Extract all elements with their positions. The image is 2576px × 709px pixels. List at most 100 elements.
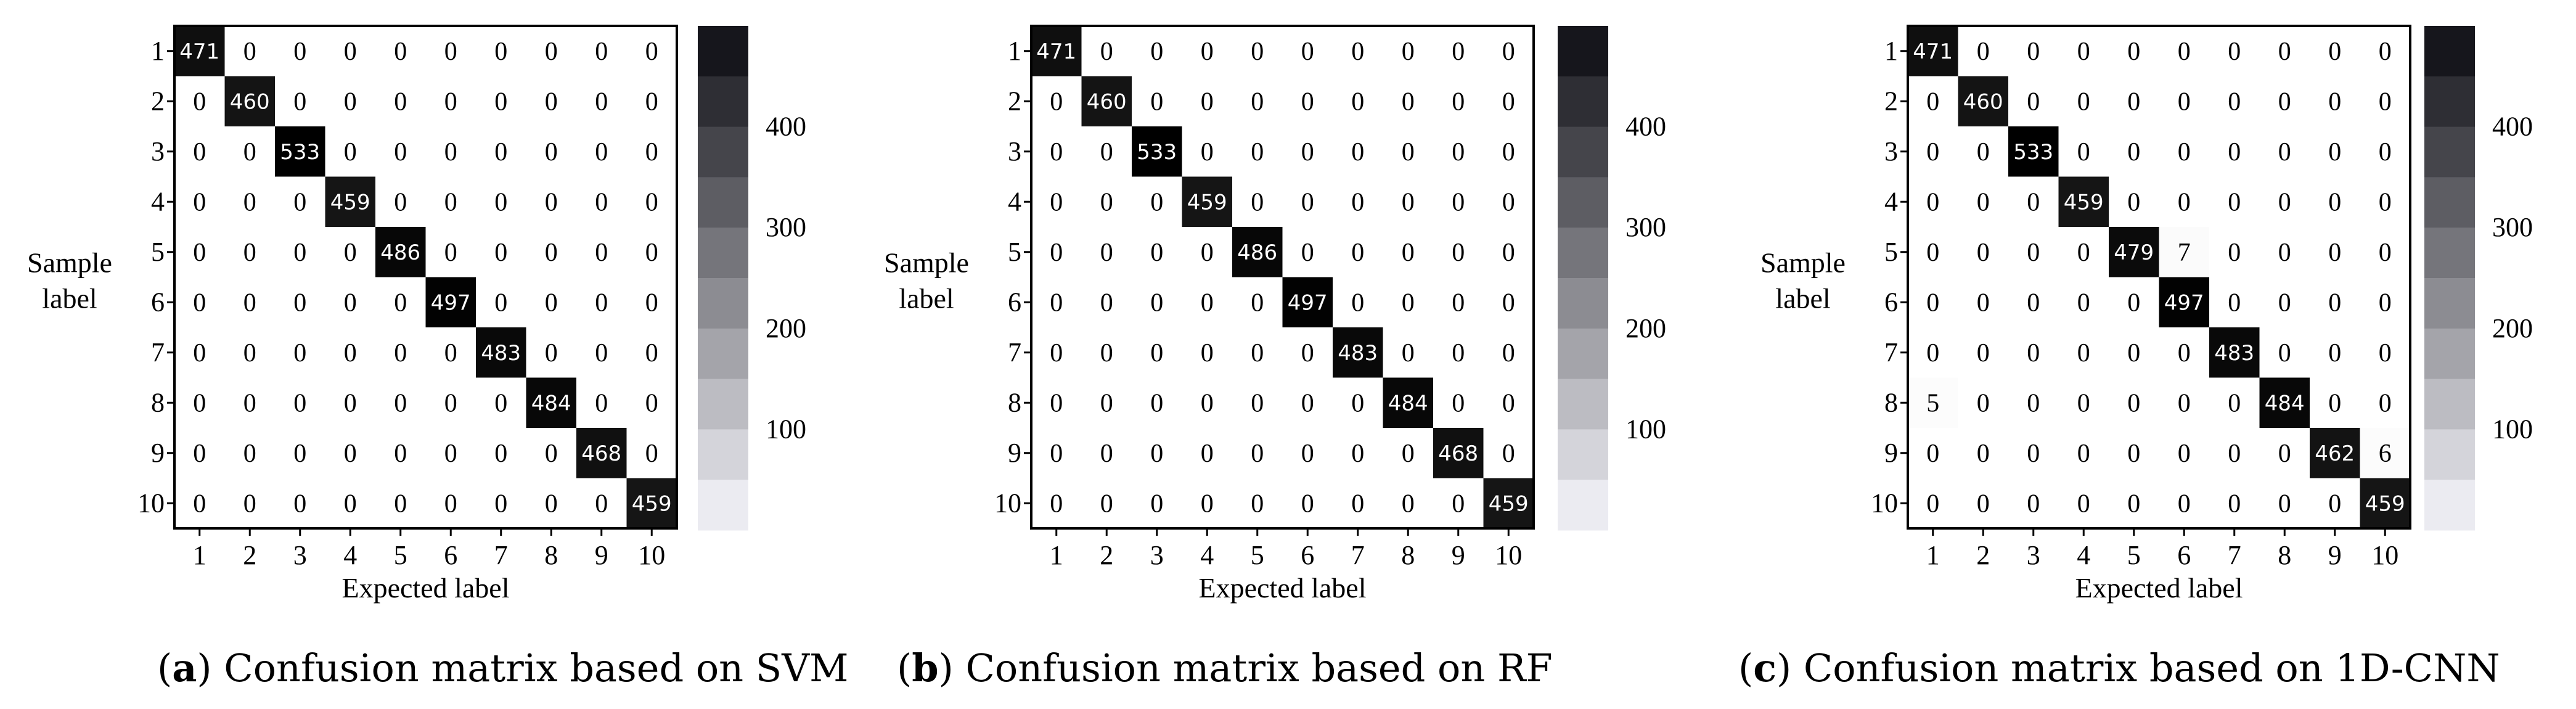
- cell-value-label: 471: [179, 39, 219, 64]
- matrix-cell: [1282, 327, 1333, 378]
- matrix-cell: [375, 428, 426, 478]
- matrix-cell: [1333, 176, 1383, 227]
- matrix-cell: [2159, 76, 2209, 126]
- cell-value-label: 479: [2114, 240, 2154, 265]
- cell-value-label: 0: [1100, 239, 1113, 267]
- matrix-cell: [224, 428, 275, 478]
- row-tick-label: 4: [1008, 186, 1021, 216]
- matrix-cell: [1232, 76, 1283, 126]
- col-tick-label: 5: [1251, 540, 1264, 570]
- cell-value-label: 0: [1452, 490, 1465, 518]
- matrix-cell: [1232, 176, 1283, 227]
- cell-value-label: 0: [2077, 440, 2090, 468]
- matrix-cell: [2259, 377, 2310, 428]
- cell-value-label: 0: [1301, 38, 1314, 66]
- cell-value-label: 0: [1351, 289, 1364, 317]
- cell-value-label: 0: [494, 289, 507, 317]
- cell-value-label: 0: [2077, 389, 2090, 417]
- matrix-cell: [1031, 327, 1082, 378]
- cell-value-label: 0: [1926, 289, 1939, 317]
- cell-value-label: 0: [1150, 38, 1163, 66]
- col-tick-label: 1: [193, 540, 206, 570]
- cell-value-label: 0: [444, 188, 457, 216]
- cell-value-label: 0: [2027, 440, 2040, 468]
- cell-value-label: 459: [2365, 491, 2405, 516]
- cell-value-label: 0: [645, 239, 658, 267]
- matrix-cell: [476, 126, 526, 177]
- col-tick-label: 2: [1976, 540, 1990, 570]
- col-tick-label: 10: [1495, 540, 1522, 570]
- cell-value-label: 0: [1201, 239, 1214, 267]
- cell-value-label: 0: [1150, 389, 1163, 417]
- cell-value-label: 0: [1150, 339, 1163, 367]
- matrix-cell: [626, 26, 677, 76]
- matrix-cell: [526, 126, 576, 177]
- matrix-cell: [1282, 377, 1333, 428]
- matrix-cell: [1081, 377, 1132, 428]
- cell-value-label: 0: [344, 490, 357, 518]
- colorbar-band: [2424, 379, 2475, 430]
- matrix-cell: [2008, 26, 2059, 76]
- cell-value-label: 0: [1452, 88, 1465, 116]
- matrix-cell: [2259, 26, 2310, 76]
- panel-caption: (c) Confusion matrix based on 1D-CNN: [1738, 645, 2500, 691]
- cell-value-label: 0: [595, 239, 608, 267]
- cell-value-label: 0: [243, 289, 256, 317]
- matrix-cell: [1031, 277, 1082, 327]
- matrix-cell: [1132, 126, 1182, 177]
- matrix-cell: [1132, 478, 1182, 528]
- cell-value-label: 0: [2077, 138, 2090, 166]
- cell-value-label: 0: [1201, 389, 1214, 417]
- cell-value-label: 460: [230, 89, 270, 114]
- cell-value-label: 468: [1438, 441, 1478, 466]
- row-tick-label: 8: [151, 387, 165, 417]
- matrix-cell: [275, 76, 325, 126]
- matrix-cell: [2310, 277, 2360, 327]
- cell-value-label: 0: [444, 339, 457, 367]
- cell-value-label: 0: [645, 88, 658, 116]
- matrix-cell: [526, 227, 576, 277]
- cell-value-label: 0: [2379, 339, 2392, 367]
- colorbar-tick-label: 300: [766, 212, 806, 242]
- cell-value-label: 0: [2379, 38, 2392, 66]
- cell-value-label: 0: [293, 389, 306, 417]
- matrix-cell: [2209, 327, 2260, 378]
- matrix-cell: [576, 478, 627, 528]
- cell-value-label: 0: [2127, 289, 2140, 317]
- col-tick-label: 7: [2228, 540, 2241, 570]
- matrix-cell: [526, 428, 576, 478]
- row-tick-label: 2: [1884, 86, 1898, 116]
- y-axis-label: Sample: [884, 247, 969, 279]
- cell-value-label: 0: [1301, 490, 1314, 518]
- matrix-cell: [1383, 377, 1433, 428]
- matrix-cell: [1232, 428, 1283, 478]
- matrix-cell: [2058, 227, 2109, 277]
- cell-value-label: 0: [2228, 88, 2241, 116]
- cell-value-label: 484: [531, 391, 571, 416]
- cell-value-label: 0: [2178, 38, 2191, 66]
- cell-value-label: 0: [2278, 88, 2291, 116]
- row-tick-label: 7: [1008, 337, 1021, 367]
- cell-value-label: 0: [1201, 440, 1214, 468]
- cell-value-label: 0: [545, 138, 558, 166]
- matrix-cell: [375, 478, 426, 528]
- cell-value-label: 0: [293, 38, 306, 66]
- cell-value-label: 0: [2228, 138, 2241, 166]
- cell-value-label: 0: [1050, 188, 1063, 216]
- matrix-cell: [1333, 227, 1383, 277]
- matrix-cell: [526, 26, 576, 76]
- x-axis-label: Expected label: [341, 572, 509, 604]
- cell-value-label: 0: [444, 440, 457, 468]
- cell-value-label: 0: [293, 88, 306, 116]
- matrix-cell: [476, 327, 526, 378]
- colorbar-band: [1558, 126, 1608, 178]
- matrix-cell: [174, 478, 225, 528]
- matrix-cell: [1182, 377, 1232, 428]
- confusion-matrix-panel-b: 471 0 0 0 0 0 0 0 0 00 460 0 0 0 0 0 0 0 00 0 533 0 0 0 0 0 0 00 0 0 4…: [884, 25, 1666, 691]
- matrix-cell: [1031, 76, 1082, 126]
- cell-value-label: 0: [2127, 490, 2140, 518]
- cell-value-label: 0: [1150, 239, 1163, 267]
- colorbar-tick-label: 400: [1625, 112, 1666, 142]
- matrix-cell: [1483, 76, 1534, 126]
- matrix-cell: [425, 478, 476, 528]
